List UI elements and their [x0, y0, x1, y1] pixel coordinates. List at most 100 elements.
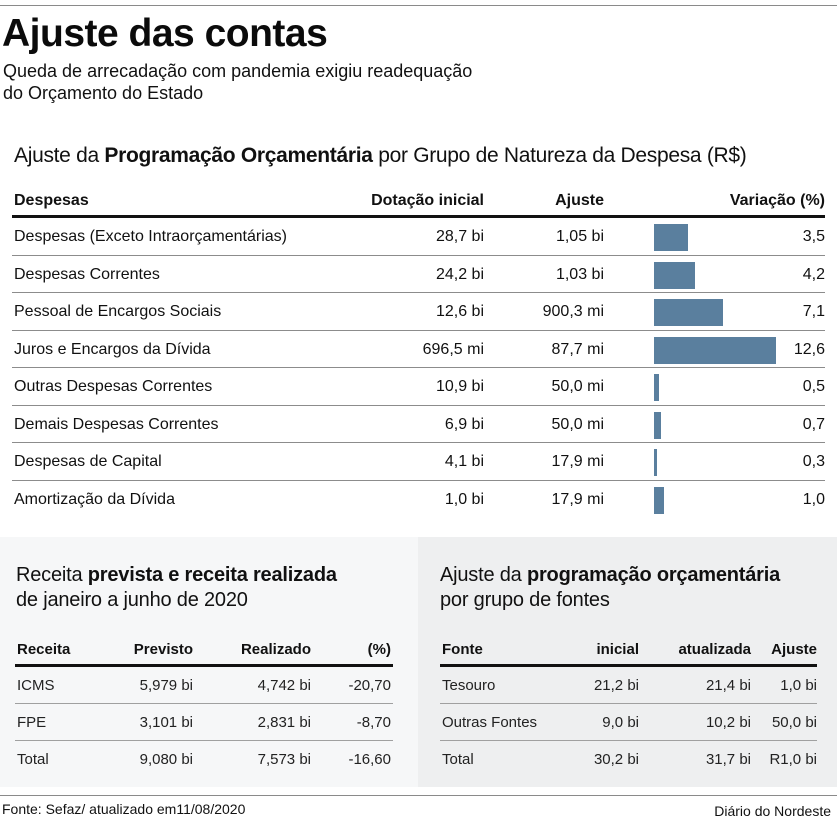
- cell-ajuste: 1,05 bi: [555, 228, 604, 245]
- receita-table: Receita Previsto Realizado (%) ICMS 5,979…: [15, 633, 393, 778]
- cell-realizado: 7,573 bi: [257, 751, 311, 768]
- col-previsto: Previsto: [133, 641, 193, 658]
- main-table-heading: Ajuste da Programação Orçamentária por G…: [14, 144, 747, 168]
- cell-despesa: Despesas de Capital: [14, 453, 162, 470]
- cell-previsto: 5,979 bi: [139, 677, 193, 694]
- heading-pre: Ajuste da: [440, 564, 527, 586]
- table-row: Pessoal de Encargos Sociais 12,6 bi 900,3 …: [12, 293, 825, 331]
- cell-variacao: 7,1: [802, 303, 825, 320]
- heading-bold: Programação Orçamentária: [104, 144, 373, 167]
- cell-name: Tesouro: [442, 677, 496, 694]
- cell-dotacao: 12,6 bi: [435, 303, 484, 320]
- table-row: Total 9,080 bi 7,573 bi -16,60: [15, 741, 393, 778]
- heading-line-2: de janeiro a junho de 2020: [16, 589, 248, 611]
- cell-inicial: 30,2 bi: [593, 751, 639, 768]
- receita-panel: Receita prevista e receita realizada de …: [0, 537, 418, 787]
- cell-variacao: 3,5: [802, 228, 825, 245]
- cell-inicial: 21,2 bi: [593, 677, 639, 694]
- table-row: Outras Fontes 9,0 bi 10,2 bi 50,0 bi: [440, 704, 817, 741]
- cell-dotacao: 28,7 bi: [435, 228, 484, 245]
- cell-variacao: 0,3: [802, 453, 825, 470]
- cell-ajuste: 87,7 mi: [551, 340, 604, 358]
- table-row: Demais Despesas Correntes 6,9 bi 50,0 mi 0,…: [12, 406, 825, 443]
- cell-despesa: Amortização da Dívida: [14, 490, 175, 508]
- table-row: Despesas Correntes 24,2 bi 1,03 bi 4,2: [12, 256, 825, 293]
- col-inicial: inicial: [596, 641, 639, 658]
- fontes-heading: Ajuste da programação orçamentária por g…: [440, 563, 780, 613]
- cell-variacao: 0,7: [802, 415, 825, 433]
- cell-despesa: Despesas Correntes: [14, 265, 160, 283]
- subtitle-line-1: Queda de arrecadação com pandemia exigiu…: [3, 61, 473, 81]
- cell-name: ICMS: [17, 677, 55, 694]
- variacao-bar: [654, 374, 659, 401]
- cell-variacao: 4,2: [802, 265, 825, 283]
- cell-previsto: 9,080 bi: [139, 751, 193, 768]
- cell-dotacao: 4,1 bi: [444, 453, 484, 470]
- table-row: Despesas de Capital 4,1 bi 17,9 mi 0,3: [12, 443, 825, 481]
- col-realizado: Realizado: [240, 641, 311, 658]
- cell-despesa: Demais Despesas Correntes: [14, 415, 219, 433]
- cell-ajuste: 17,9 mi: [551, 490, 604, 508]
- cell-dotacao: 696,5 mi: [422, 340, 484, 358]
- cell-atualizada: 21,4 bi: [705, 677, 751, 694]
- col-fonte: Fonte: [442, 641, 483, 658]
- footer-brand: Diário do Nordeste: [714, 803, 831, 819]
- cell-ajuste: R1,0 bi: [769, 751, 817, 768]
- col-pct: (%): [367, 641, 391, 658]
- cell-ajuste: 1,03 bi: [555, 265, 604, 283]
- table-header: Fonte inicial atualizada Ajuste: [440, 633, 817, 667]
- variacao-bar: [654, 449, 657, 476]
- cell-despesa: Pessoal de Encargos Sociais: [14, 303, 222, 320]
- cell-atualizada: 10,2 bi: [705, 714, 751, 731]
- col-ajuste: Ajuste: [771, 641, 817, 658]
- table-row: Despesas (Exceto Intraorçamentárias) 28,7…: [12, 218, 825, 256]
- receita-heading: Receita prevista e receita realizada de …: [16, 563, 337, 613]
- col-variacao: Variação (%): [729, 192, 825, 209]
- cell-realizado: 4,742 bi: [257, 677, 311, 694]
- variacao-bar: [654, 224, 688, 251]
- cell-ajuste: 17,9 mi: [551, 453, 604, 470]
- table-row: FPE 3,101 bi 2,831 bi -8,70: [15, 704, 393, 741]
- cell-name: Total: [442, 751, 474, 768]
- table-row: Tesouro 21,2 bi 21,4 bi 1,0 bi: [440, 667, 817, 704]
- cell-ajuste: 50,0 bi: [771, 714, 817, 731]
- variacao-bar: [654, 299, 723, 326]
- subtitle-line-2: do Orçamento do Estado: [3, 83, 204, 103]
- cell-despesa: Juros e Encargos da Dívida: [14, 340, 211, 358]
- table-header: Receita Previsto Realizado (%): [15, 633, 393, 667]
- cell-despesa: Outras Despesas Correntes: [14, 378, 213, 395]
- cell-atualizada: 31,7 bi: [705, 751, 751, 768]
- cell-pct: -20,70: [348, 677, 391, 694]
- cell-name: FPE: [17, 714, 47, 731]
- footer-rule: [0, 795, 837, 796]
- table-row: Amortização da Dívida 1,0 bi 17,9 mi 1,0: [12, 481, 825, 519]
- cell-pct: -8,70: [356, 714, 391, 731]
- table-row: ICMS 5,979 bi 4,742 bi -20,70: [15, 667, 393, 704]
- heading-line-2: por grupo de fontes: [440, 589, 610, 611]
- heading-pre: Receita: [16, 564, 88, 586]
- col-despesas: Despesas: [14, 192, 89, 209]
- despesas-table: Despesas Dotação inicial Ajuste Variação…: [12, 184, 825, 518]
- col-receita: Receita: [17, 641, 71, 658]
- page-title: Ajuste das contas: [2, 12, 328, 55]
- cell-variacao: 12,6: [793, 340, 825, 358]
- fontes-table: Fonte inicial atualizada Ajuste Tesouro 2…: [440, 633, 817, 778]
- cell-previsto: 3,101 bi: [139, 714, 193, 731]
- fontes-panel: Ajuste da programação orçamentária por g…: [418, 537, 837, 787]
- cell-ajuste: 1,0 bi: [780, 677, 817, 694]
- cell-variacao: 0,5: [802, 378, 825, 395]
- cell-ajuste: 50,0 mi: [551, 415, 604, 433]
- cell-dotacao: 10,9 bi: [435, 378, 484, 395]
- cell-pct: -16,60: [348, 751, 391, 768]
- page-subtitle: Queda de arrecadação com pandemia exigiu…: [3, 60, 472, 104]
- heading-post: por Grupo de Natureza da Despesa (R$): [372, 144, 747, 167]
- cell-realizado: 2,831 bi: [257, 714, 311, 731]
- cell-ajuste: 900,3 mi: [542, 303, 604, 320]
- footer-source: Fonte: Sefaz/ atualizado em11/08/2020: [2, 801, 246, 817]
- cell-name: Outras Fontes: [442, 714, 538, 731]
- cell-variacao: 1,0: [802, 490, 825, 508]
- top-rule: [0, 5, 837, 6]
- cell-name: Total: [17, 751, 49, 768]
- col-atualizada: atualizada: [678, 641, 751, 658]
- cell-dotacao: 24,2 bi: [435, 265, 484, 283]
